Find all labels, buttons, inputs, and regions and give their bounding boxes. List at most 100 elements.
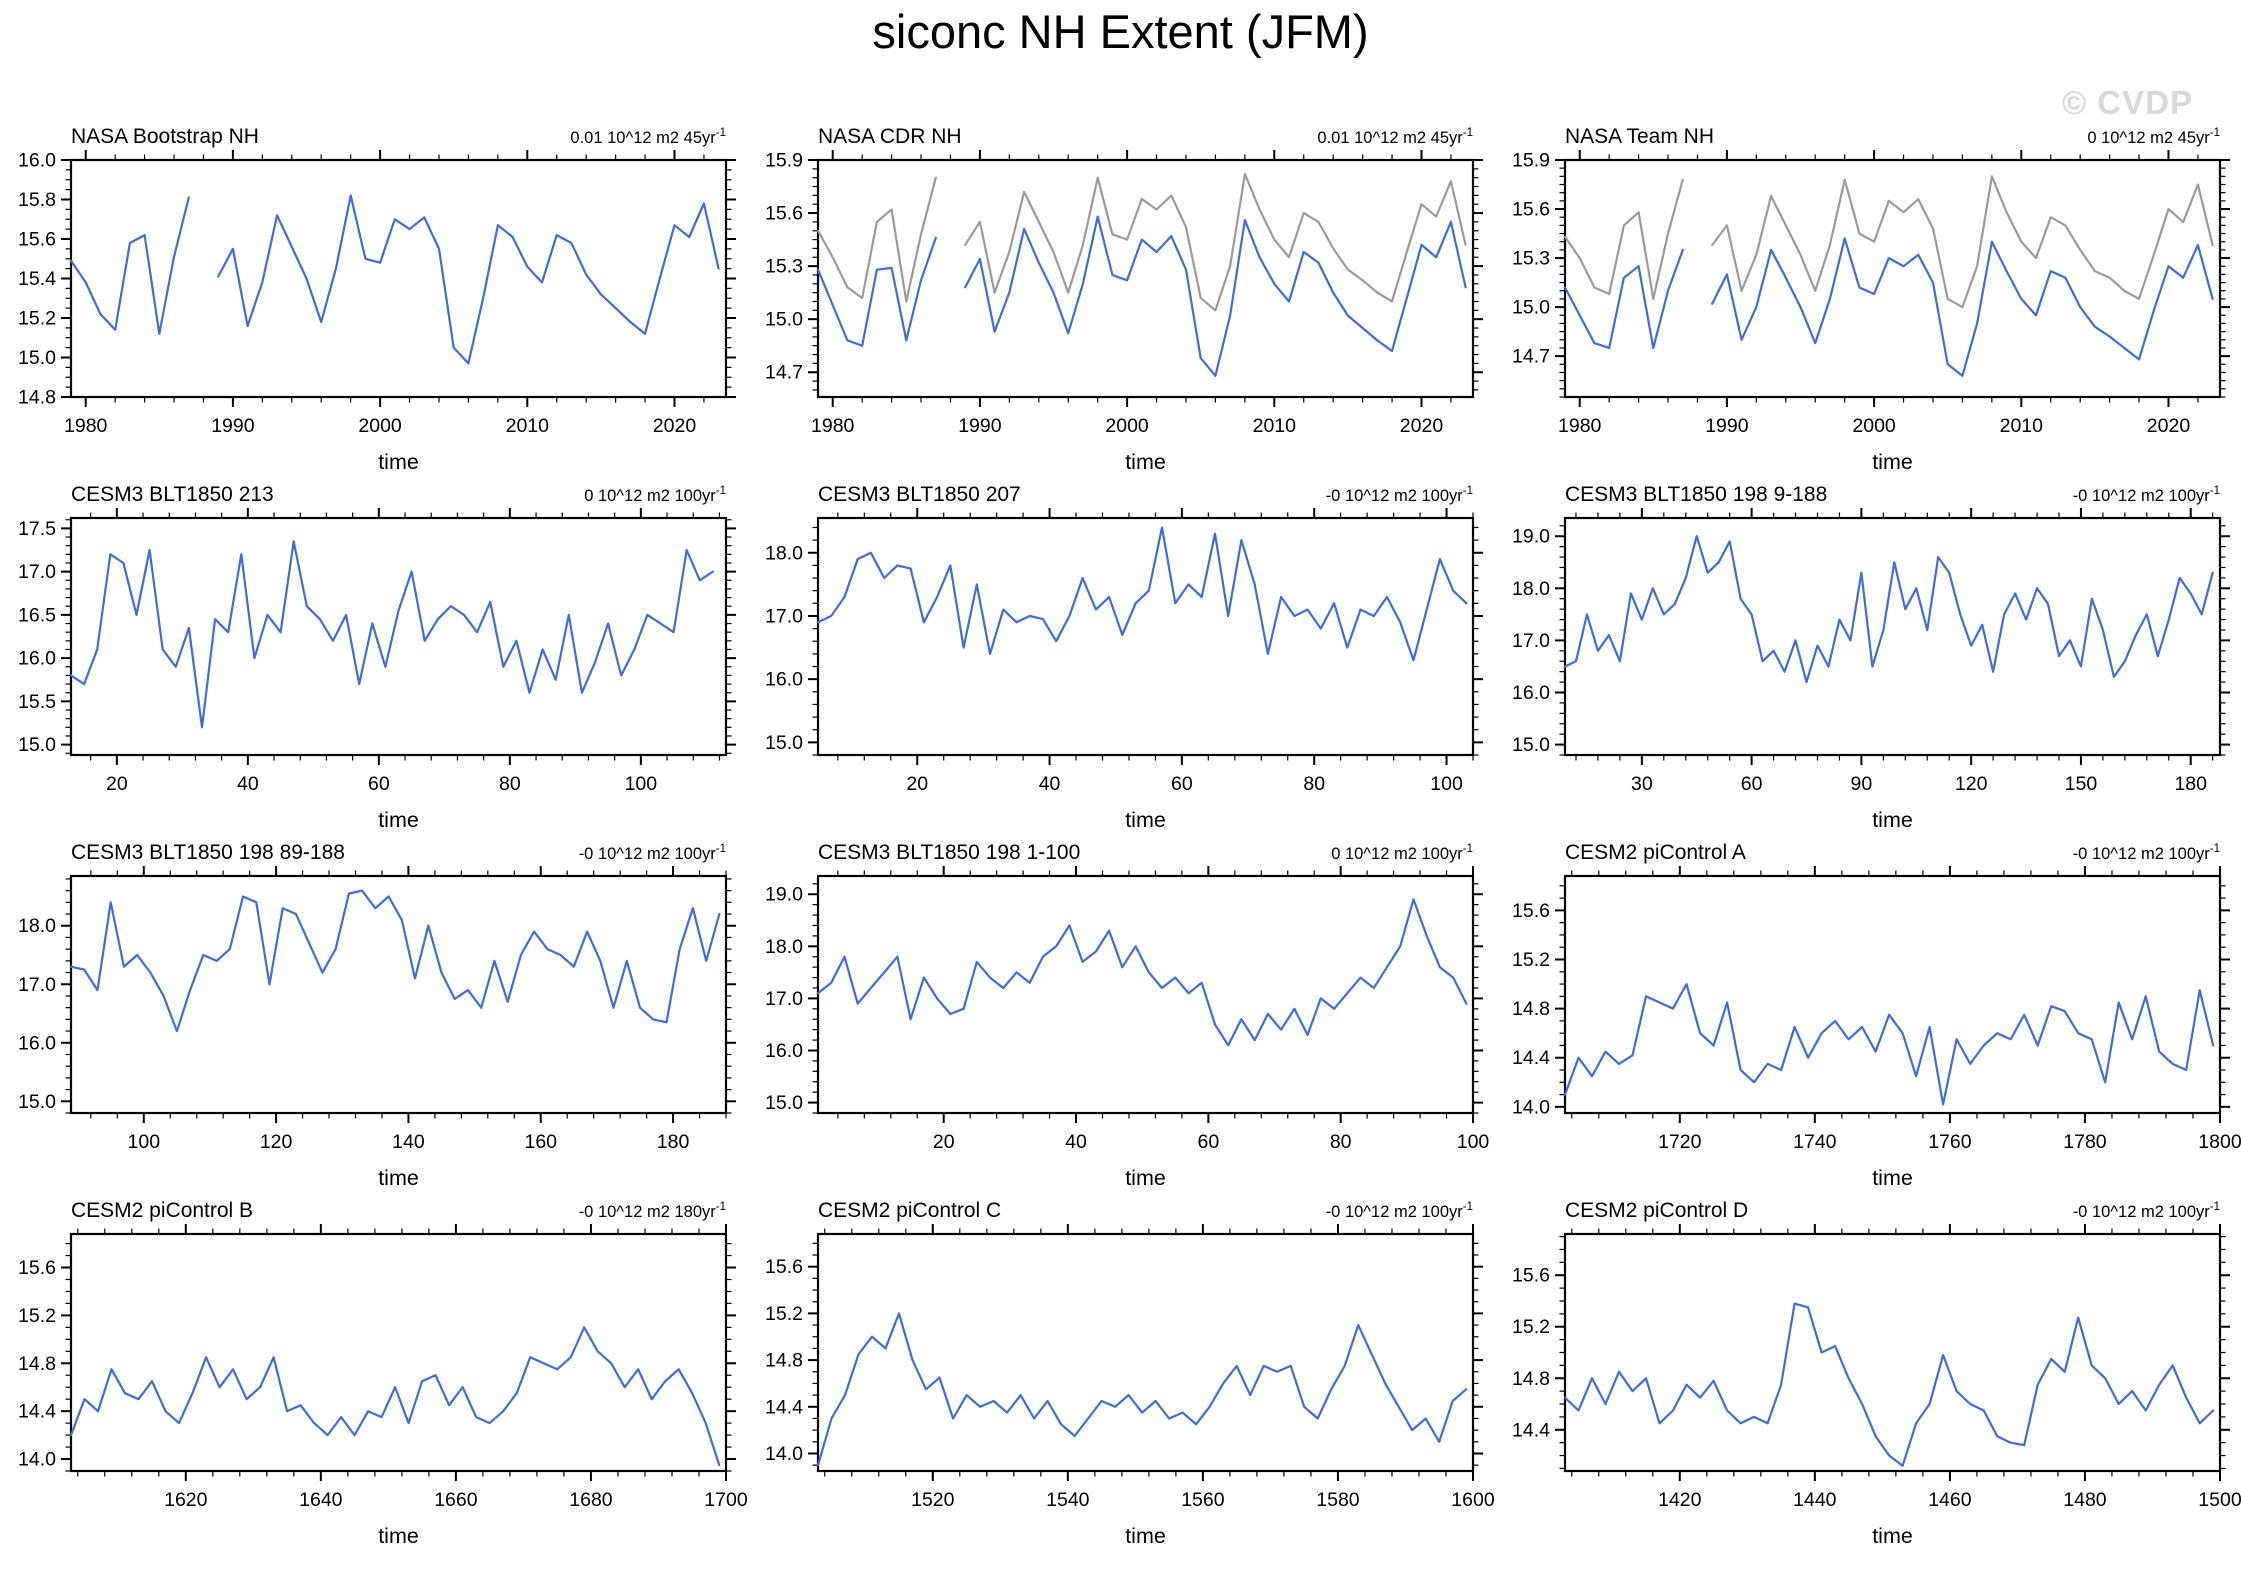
x-tick-label: 60: [1171, 773, 1193, 795]
x-tick-label: 30: [1631, 773, 1653, 795]
plot-box: [1563, 1232, 2222, 1473]
series-line-blue: [1563, 237, 2214, 377]
series-segment: [816, 898, 1468, 1047]
x-tick-label: 1500: [2198, 1489, 2241, 1511]
x-tick-label: 1760: [1928, 1131, 1972, 1153]
y-tick-label: 15.2: [765, 1303, 803, 1325]
y-tick-label: 17.5: [18, 518, 56, 540]
series-line-blue: [1563, 983, 2215, 1106]
x-tick-label: 60: [1198, 1131, 1220, 1153]
x-tick-label: 1980: [1558, 415, 1602, 437]
x-axis-label: time: [378, 450, 419, 474]
series-segment: [1711, 237, 2214, 377]
y-tick-label: 18.0: [18, 915, 56, 937]
y-tick-label: 18.0: [765, 542, 803, 564]
y-tick-label: 14.8: [1512, 998, 1550, 1020]
x-tick-label: 2000: [1852, 415, 1896, 437]
x-tick-label: 1520: [911, 1489, 955, 1511]
y-tick-label: 15.6: [18, 229, 56, 251]
x-axis: 20 40 60 80 100: [837, 866, 1489, 1153]
x-tick-label: 2000: [1105, 415, 1149, 437]
series-segment: [1563, 535, 2214, 684]
panel-title: CESM2 piControl C: [818, 1199, 1001, 1222]
panel-cesm3-blt1850-213: CESM3 BLT1850 213 0 10^12 m2 100yr-1 20 40 6…: [0, 443, 747, 832]
x-axis: 1420 1440 1460 1480 1500: [1571, 1224, 2241, 1511]
x-tick-label: 1460: [1928, 1489, 1972, 1511]
x-axis-label: time: [1872, 808, 1913, 832]
chart-cesm3-blt1850-198-1-100: CESM3 BLT1850 198 1-100 0 10^12 m2 100yr-…: [765, 841, 1489, 1190]
series-line-blue: [1563, 535, 2214, 684]
y-axis: 15.0 16.0 17.0 18.0 19.0: [765, 883, 1483, 1114]
y-tick-label: 16.0: [1512, 682, 1550, 704]
x-tick-label: 140: [392, 1131, 425, 1153]
series-segment: [69, 1326, 721, 1467]
x-tick-label: 60: [368, 773, 390, 795]
x-tick-label: 90: [1851, 773, 1873, 795]
panel-units: 0 10^12 m2 45yr-1: [2087, 127, 2220, 147]
x-axis-label: time: [1872, 450, 1913, 474]
y-tick-label: 15.0: [18, 1091, 56, 1113]
x-axis: 1720 1740 1760 1780 1800: [1571, 866, 2241, 1153]
y-tick-label: 15.6: [18, 1257, 56, 1279]
plot-box: [1563, 516, 2222, 757]
chart-nasa-cdr-nh: NASA CDR NH 0.01 10^12 m2 45yr-1 1980 1990 2…: [765, 125, 1483, 474]
x-tick-label: 1980: [811, 415, 855, 437]
y-tick-label: 17.0: [765, 605, 803, 627]
x-tick-label: 1990: [958, 415, 1002, 437]
x-tick-label: 100: [128, 1131, 161, 1153]
x-axis: 20 40 60 80 100: [837, 508, 1474, 795]
series-segment: [1563, 983, 2215, 1106]
x-tick-label: 1560: [1181, 1489, 1225, 1511]
series-line-blue: [69, 194, 720, 365]
panel-units: 0 10^12 m2 100yr-1: [584, 485, 726, 505]
panel-units: -0 10^12 m2 100yr-1: [2073, 1201, 2220, 1221]
chart-cesm2-picontrol-d: CESM2 piControl D -0 10^12 m2 100yr-1 1420…: [1512, 1199, 2241, 1548]
series-segment: [1563, 178, 1684, 300]
chart-cesm2-picontrol-b: CESM2 piControl B -0 10^12 m2 180yr-1 1620…: [18, 1199, 748, 1548]
series-segment: [816, 526, 1468, 662]
series-line-blue: [69, 889, 721, 1033]
y-axis: 14.0 14.4 14.8 15.2 15.6: [18, 1242, 736, 1472]
x-tick-label: 1580: [1316, 1489, 1360, 1511]
panel-units: 0.01 10^12 m2 45yr-1: [1317, 127, 1473, 147]
series-line-blue: [69, 1326, 721, 1467]
y-tick-label: 15.3: [765, 256, 803, 278]
x-tick-label: 180: [2174, 773, 2207, 795]
y-tick-label: 16.0: [18, 648, 56, 670]
x-axis-label: time: [1872, 1166, 1913, 1190]
x-tick-label: 2010: [506, 415, 550, 437]
y-axis: 15.0 15.5 16.0 16.5 17.0 17.5: [18, 518, 736, 756]
y-tick-label: 14.4: [1512, 1047, 1550, 1069]
x-axis: 1520 1540 1560 1580 1600: [824, 1224, 1495, 1511]
x-tick-label: 1990: [1705, 415, 1749, 437]
y-tick-label: 15.0: [765, 309, 803, 331]
y-tick-label: 15.0: [1512, 734, 1550, 756]
plot-box: [69, 158, 728, 399]
chart-cesm3-blt1850-207: CESM3 BLT1850 207 -0 10^12 m2 100yr-1 20 40…: [765, 483, 1483, 832]
panel-cesm3-blt1850-198-89-188: CESM3 BLT1850 198 89-188 -0 10^12 m2 100y…: [0, 801, 747, 1190]
y-tick-label: 15.6: [765, 203, 803, 225]
chart-nasa-bootstrap-nh: NASA Bootstrap NH 0.01 10^12 m2 45yr-1 198…: [18, 125, 736, 474]
x-tick-label: 1600: [1451, 1489, 1495, 1511]
x-axis-label: time: [1125, 1524, 1166, 1548]
plot-box: [816, 516, 1475, 757]
x-tick-label: 1740: [1793, 1131, 1837, 1153]
x-tick-label: 80: [1330, 1131, 1352, 1153]
y-axis: 15.0 16.0 17.0 18.0 19.0: [1512, 525, 2230, 756]
plot-box: [816, 874, 1475, 1115]
x-tick-label: 1620: [164, 1489, 208, 1511]
x-axis-label: time: [378, 1166, 419, 1190]
x-axis-label: time: [1125, 1166, 1166, 1190]
y-axis: 14.0 14.4 14.8 15.2 15.6: [1512, 885, 2230, 1118]
panel-units: 0 10^12 m2 100yr-1: [1331, 843, 1473, 863]
x-tick-label: 1540: [1046, 1489, 1090, 1511]
chart-cesm2-picontrol-a: CESM2 piControl A -0 10^12 m2 100yr-1 1720…: [1512, 841, 2241, 1190]
y-tick-label: 17.0: [18, 974, 56, 996]
x-tick-label: 120: [260, 1131, 293, 1153]
charts-grid: NASA Bootstrap NH 0.01 10^12 m2 45yr-1 198…: [0, 85, 2241, 1548]
y-tick-label: 16.0: [765, 669, 803, 691]
x-axis: 100 120 140 160 180: [90, 866, 727, 1153]
y-tick-label: 16.0: [18, 1032, 56, 1054]
y-axis: 14.0 14.4 14.8 15.2 15.6: [765, 1242, 1483, 1466]
